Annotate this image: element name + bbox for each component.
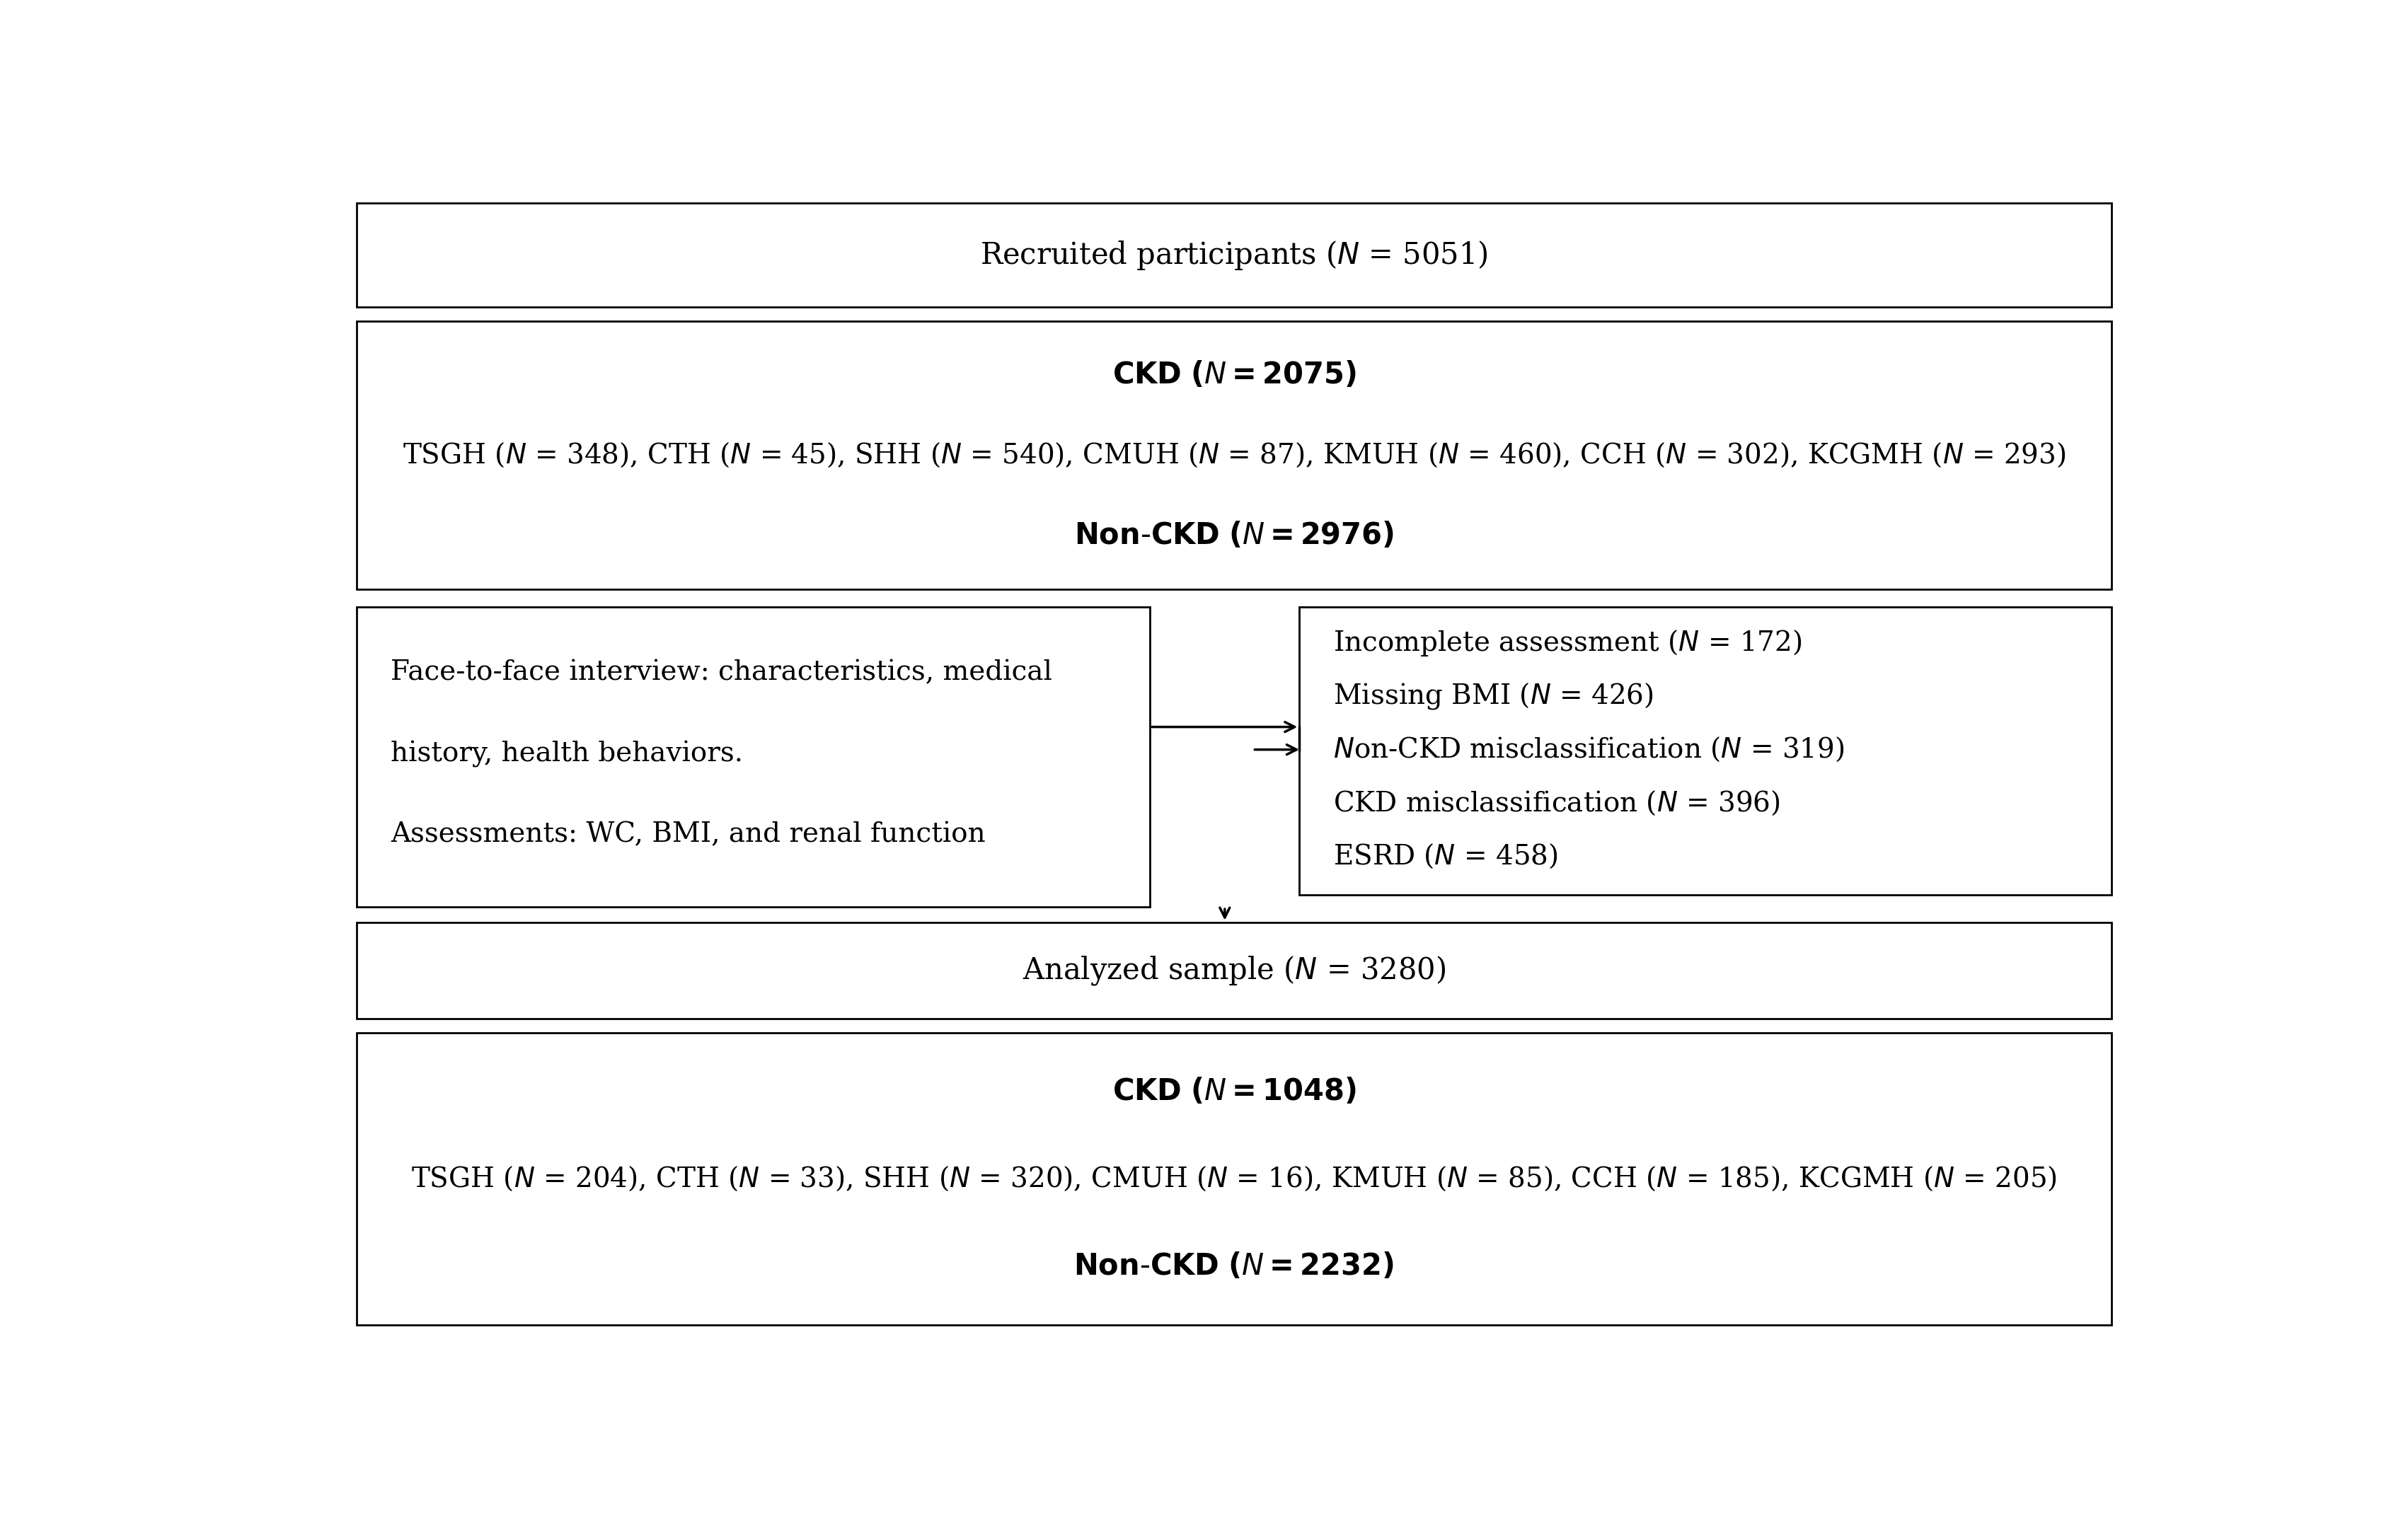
Text: Face-to-face interview: characteristics, medical: Face-to-face interview: characteristics,… [390, 660, 1052, 686]
Text: TSGH ($N$ = 204), CTH ($N$ = 33), SHH ($N$ = 320), CMUH ($N$ = 16), KMUH ($N$ = : TSGH ($N$ = 204), CTH ($N$ = 33), SHH ($… [412, 1164, 2056, 1193]
Bar [1300, 607, 2112, 895]
Text: Analyzed sample ($N$ = 3280): Analyzed sample ($N$ = 3280) [1023, 953, 1445, 987]
Text: CKD misclassification ($N$ = 396): CKD misclassification ($N$ = 396) [1334, 788, 1780, 817]
Bar [356, 607, 1151, 908]
Text: $\mathbf{Non\text{-}CKD}$ $\mathbf{(}$$\mathbf{\mathit{N}}$$\mathbf{= 2232)}$: $\mathbf{Non\text{-}CKD}$ $\mathbf{(}$$\… [1074, 1251, 1394, 1280]
Text: Recruited participants ($N$ = 5051): Recruited participants ($N$ = 5051) [980, 238, 1488, 272]
Bar [356, 1033, 2112, 1325]
Text: $N$on-CKD misclassification ($N$ = 319): $N$on-CKD misclassification ($N$ = 319) [1334, 735, 1845, 764]
Text: TSGH ($N$ = 348), CTH ($N$ = 45), SHH ($N$ = 540), CMUH ($N$ = 87), KMUH ($N$ = : TSGH ($N$ = 348), CTH ($N$ = 45), SHH ($… [402, 442, 2066, 469]
Text: Missing BMI ($N$ = 426): Missing BMI ($N$ = 426) [1334, 681, 1654, 711]
Text: history, health behaviors.: history, health behaviors. [390, 741, 744, 767]
Bar [356, 923, 2112, 1019]
Text: $\mathbf{Non\text{-}CKD}$ $\mathbf{(}$$\mathbf{\mathit{N}}$$\mathbf{= 2976)}$: $\mathbf{Non\text{-}CKD}$ $\mathbf{(}$$\… [1074, 521, 1394, 550]
Text: $\mathbf{CKD}$ $\mathbf{(}$$\mathbf{\mathit{N}}$$\mathbf{= 2075)}$: $\mathbf{CKD}$ $\mathbf{(}$$\mathbf{\mat… [1112, 359, 1356, 390]
Bar [356, 321, 2112, 590]
Text: ESRD ($N$ = 458): ESRD ($N$ = 458) [1334, 842, 1558, 869]
Text: $\mathbf{CKD}$ $\mathbf{(}$$\mathbf{\mathit{N}}$$\mathbf{= 1048)}$: $\mathbf{CKD}$ $\mathbf{(}$$\mathbf{\mat… [1112, 1076, 1356, 1106]
Bar [356, 203, 2112, 307]
Text: Incomplete assessment ($N$ = 172): Incomplete assessment ($N$ = 172) [1334, 628, 1801, 659]
Text: Assessments: WC, BMI, and renal function: Assessments: WC, BMI, and renal function [390, 822, 985, 848]
